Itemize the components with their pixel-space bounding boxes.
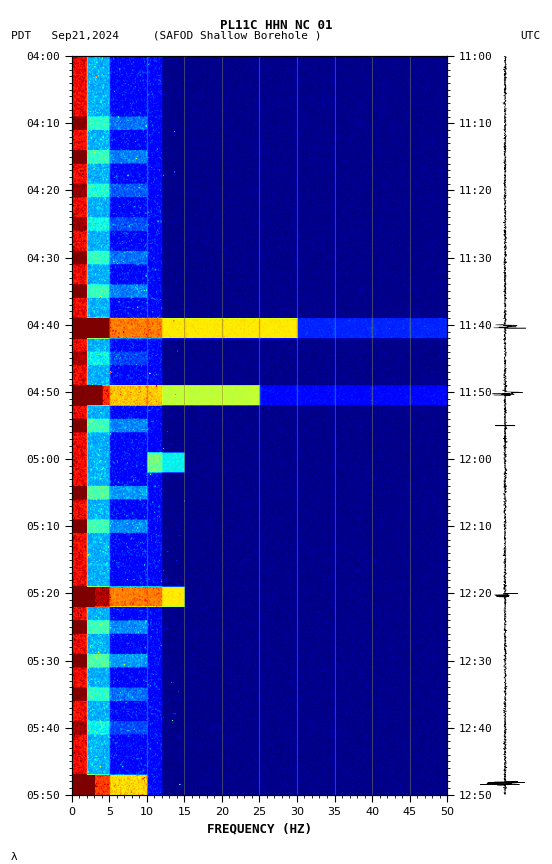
Text: PL11C HHN NC 01: PL11C HHN NC 01 (220, 19, 332, 32)
Text: λ: λ (11, 852, 18, 861)
X-axis label: FREQUENCY (HZ): FREQUENCY (HZ) (207, 823, 312, 835)
Text: UTC: UTC (521, 31, 541, 41)
Text: PDT   Sep21,2024     (SAFOD Shallow Borehole ): PDT Sep21,2024 (SAFOD Shallow Borehole ) (11, 31, 321, 41)
